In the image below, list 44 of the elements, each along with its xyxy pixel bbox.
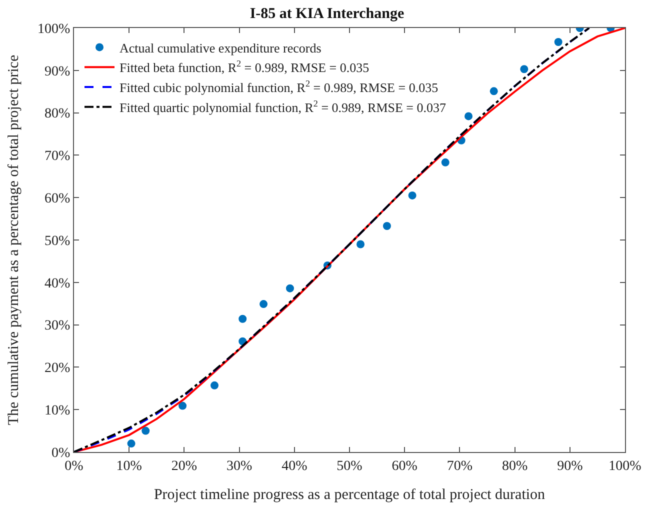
legend-label: Fitted cubic polynomial function, R$^{2}$ = 0.989, RMSE = 0.035 — [120, 78, 438, 96]
y-tick-label: 20% — [44, 361, 71, 376]
point — [382, 222, 391, 230]
x-tick-label: 80% — [502, 458, 528, 474]
y-axis-title: The cumulative payment as a percentage of total project price — [6, 54, 22, 426]
point — [238, 314, 247, 323]
y-tick-label: 30% — [44, 318, 71, 334]
legend-label: Fitted beta function, R$^{2}$ = 0.989, RMSE = 0.035 — [120, 58, 370, 76]
point — [554, 38, 562, 46]
point — [356, 240, 365, 248]
y-tick-label: 80% — [44, 106, 71, 122]
x-tick-label: 30% — [226, 458, 252, 474]
x-tick-label: 40% — [282, 458, 308, 474]
point — [490, 87, 498, 96]
y-tick-label: 70% — [44, 149, 71, 164]
point — [520, 65, 528, 74]
point — [286, 284, 294, 292]
legend-label: Fitted quartic polynomial function, R$^{2}$ = 0.989, RMSE = 0.037 — [120, 98, 447, 115]
point — [142, 426, 150, 435]
y-tick-label: 100% — [38, 22, 71, 37]
x-tick-label: 90% — [557, 458, 584, 474]
x-tick-label: 20% — [171, 458, 198, 474]
x-tick-label: 60% — [392, 458, 418, 474]
point — [464, 112, 473, 120]
x-axis-title: Project timeline progress as a percentage of total project duration — [154, 486, 546, 503]
point — [210, 381, 219, 390]
y-tick-label: 60% — [44, 192, 71, 206]
y-tick-label: 90% — [44, 64, 71, 80]
x-tick-label: 50% — [336, 458, 363, 474]
point — [441, 158, 450, 166]
x-tick-label: 10% — [116, 458, 142, 474]
point — [127, 440, 136, 448]
point — [260, 300, 268, 308]
y-tick-label: 0% — [52, 446, 71, 461]
x-tick-label: 0% — [64, 458, 84, 474]
x-tick-label: 100% — [608, 458, 642, 474]
point — [178, 402, 187, 410]
legend-label: Actual cumulative expenditure records — [120, 40, 322, 56]
point — [408, 191, 416, 200]
y-tick-label: 50% — [44, 234, 71, 249]
chart-title: I-85 at KIA Interchange — [250, 6, 404, 22]
y-tick-label: 10% — [44, 404, 71, 418]
y-tick-label: 40% — [44, 276, 71, 292]
x-tick-label: 70% — [446, 458, 473, 474]
